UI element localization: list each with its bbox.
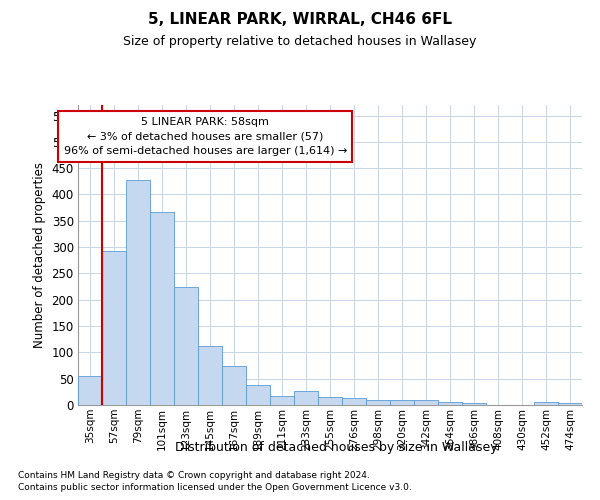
Bar <box>414 400 438 405</box>
Text: Distribution of detached houses by size in Wallasey: Distribution of detached houses by size … <box>175 441 497 454</box>
Bar <box>270 396 294 405</box>
Bar <box>150 212 174 405</box>
Text: Contains public sector information licensed under the Open Government Licence v3: Contains public sector information licen… <box>18 484 412 492</box>
Bar <box>222 366 246 405</box>
Bar <box>390 400 414 405</box>
Bar <box>366 400 390 405</box>
Bar <box>102 251 126 405</box>
Bar <box>198 346 222 405</box>
Text: 5, LINEAR PARK, WIRRAL, CH46 6FL: 5, LINEAR PARK, WIRRAL, CH46 6FL <box>148 12 452 28</box>
Bar <box>342 398 366 405</box>
Y-axis label: Number of detached properties: Number of detached properties <box>33 162 46 348</box>
Text: 5 LINEAR PARK: 58sqm
← 3% of detached houses are smaller (57)
96% of semi-detach: 5 LINEAR PARK: 58sqm ← 3% of detached ho… <box>64 117 347 156</box>
Bar <box>438 402 462 405</box>
Bar <box>246 385 270 405</box>
Bar <box>294 391 318 405</box>
Bar <box>534 402 558 405</box>
Text: Size of property relative to detached houses in Wallasey: Size of property relative to detached ho… <box>124 35 476 48</box>
Bar <box>174 286 198 405</box>
Bar <box>462 403 486 405</box>
Bar <box>78 376 102 405</box>
Text: Contains HM Land Registry data © Crown copyright and database right 2024.: Contains HM Land Registry data © Crown c… <box>18 471 370 480</box>
Bar <box>558 404 582 405</box>
Bar <box>318 397 342 405</box>
Bar <box>126 180 150 405</box>
